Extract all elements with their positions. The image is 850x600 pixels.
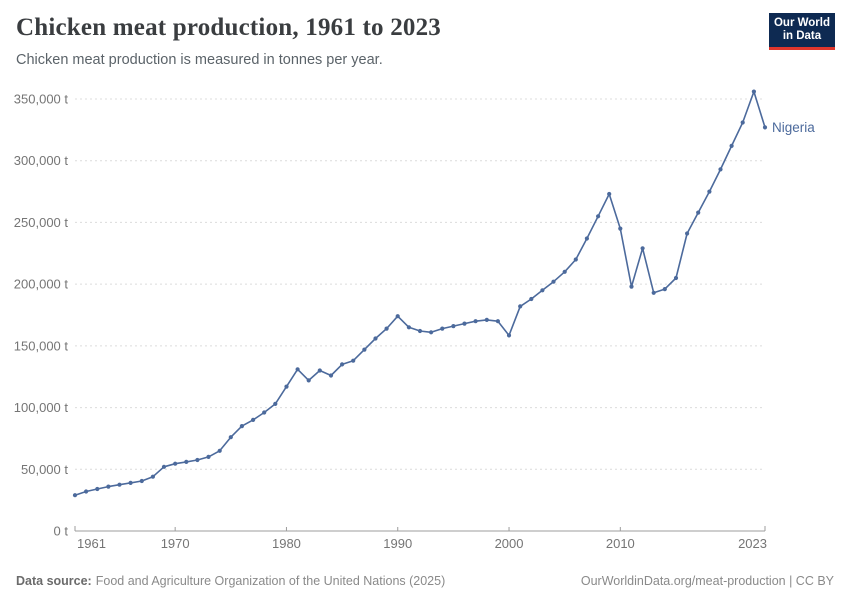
y-axis-tick-label: 250,000 t [14, 215, 69, 230]
data-point-marker [451, 324, 456, 329]
data-point-marker [251, 417, 256, 422]
data-point-marker [762, 125, 768, 130]
data-point-marker [584, 236, 590, 241]
y-axis-tick-label: 50,000 t [21, 462, 68, 477]
data-point-marker [618, 226, 623, 231]
x-axis-tick-label: 1961 [77, 536, 106, 551]
data-point-marker [540, 288, 545, 293]
data-point-marker [417, 328, 423, 334]
data-point-marker [685, 231, 690, 236]
data-point-marker [195, 457, 200, 463]
chart-footer: Data source: Food and Agriculture Organi… [0, 574, 850, 588]
data-point-marker [295, 367, 300, 372]
data-point-marker [217, 448, 222, 453]
data-point-marker [640, 246, 645, 251]
x-axis-tick-label: 1970 [161, 536, 190, 551]
data-point-marker [696, 210, 701, 215]
x-axis-tick-label: 2023 [738, 536, 767, 551]
data-point-marker [273, 401, 278, 406]
data-point-marker [506, 333, 512, 338]
y-axis-tick-label: 300,000 t [14, 153, 69, 168]
data-point-marker [518, 304, 523, 309]
y-axis-tick-label: 350,000 t [14, 92, 69, 107]
data-point-marker [462, 321, 467, 326]
y-axis-tick-label: 0 t [54, 524, 69, 539]
data-point-marker [440, 326, 445, 331]
data-point-marker [340, 362, 345, 367]
data-point-marker [673, 275, 679, 281]
owid-logo[interactable]: Our World in Data [769, 13, 835, 50]
x-axis-tick-label: 1990 [383, 536, 412, 551]
data-point-marker [607, 191, 612, 197]
data-source-text: Food and Agriculture Organization of the… [95, 574, 446, 588]
data-point-marker [117, 482, 122, 487]
data-point-marker [529, 296, 534, 302]
data-point-marker [106, 484, 111, 489]
data-point-marker [228, 435, 233, 440]
data-point-marker [429, 330, 434, 335]
data-point-marker [284, 384, 289, 389]
data-point-marker [72, 493, 78, 498]
data-point-marker [629, 284, 634, 289]
data-point-marker [384, 326, 389, 331]
chart-title: Chicken meat production, 1961 to 2023 [16, 14, 442, 41]
data-point-marker [406, 325, 411, 330]
data-point-marker [306, 378, 311, 383]
data-point-marker [662, 287, 667, 292]
data-point-marker [596, 214, 601, 219]
data-point-marker [262, 410, 267, 415]
data-point-marker [362, 347, 367, 352]
data-point-marker [751, 89, 757, 94]
data-point-marker [161, 464, 167, 469]
owid-logo-text: Our World in Data [773, 16, 830, 42]
data-source-label: Data source: [16, 574, 92, 588]
data-point-marker [651, 290, 656, 295]
data-point-marker [173, 461, 178, 466]
data-point-marker [184, 459, 189, 464]
data-source: Data source: Food and Agriculture Organi… [16, 574, 445, 588]
data-point-marker [328, 373, 334, 378]
data-point-marker [128, 480, 133, 485]
data-point-marker [351, 358, 356, 363]
y-axis-tick-label: 150,000 t [14, 338, 69, 353]
x-axis-tick-label: 1980 [272, 536, 301, 551]
data-point-marker [373, 336, 378, 341]
credit-link[interactable]: OurWorldinData.org/meat-production | CC … [580, 574, 834, 588]
series-line [74, 90, 766, 496]
data-point-marker [473, 319, 478, 324]
data-point-marker [150, 474, 155, 479]
x-axis-tick-label: 2010 [606, 536, 635, 551]
data-point-marker [484, 317, 489, 322]
data-point-marker [239, 424, 244, 429]
entity-label: Nigeria [772, 120, 815, 135]
data-point-marker [495, 319, 500, 324]
x-axis-tick-label: 2000 [495, 536, 524, 551]
data-point-marker [573, 257, 578, 262]
data-point-marker [718, 167, 723, 172]
data-point-marker [395, 314, 400, 319]
data-point-marker [729, 143, 734, 148]
data-point-marker [707, 189, 712, 194]
data-point-marker [551, 279, 556, 284]
data-point-marker [740, 120, 745, 125]
data-point-marker [317, 368, 322, 373]
data-point-marker [562, 269, 567, 274]
chart-subtitle: Chicken meat production is measured in t… [16, 52, 383, 68]
data-point-marker [95, 486, 100, 492]
data-point-marker [139, 478, 144, 484]
data-point-marker [206, 454, 211, 459]
y-axis-tick-label: 200,000 t [14, 277, 69, 292]
y-axis-tick-label: 100,000 t [14, 400, 69, 415]
data-point-marker [84, 489, 89, 494]
